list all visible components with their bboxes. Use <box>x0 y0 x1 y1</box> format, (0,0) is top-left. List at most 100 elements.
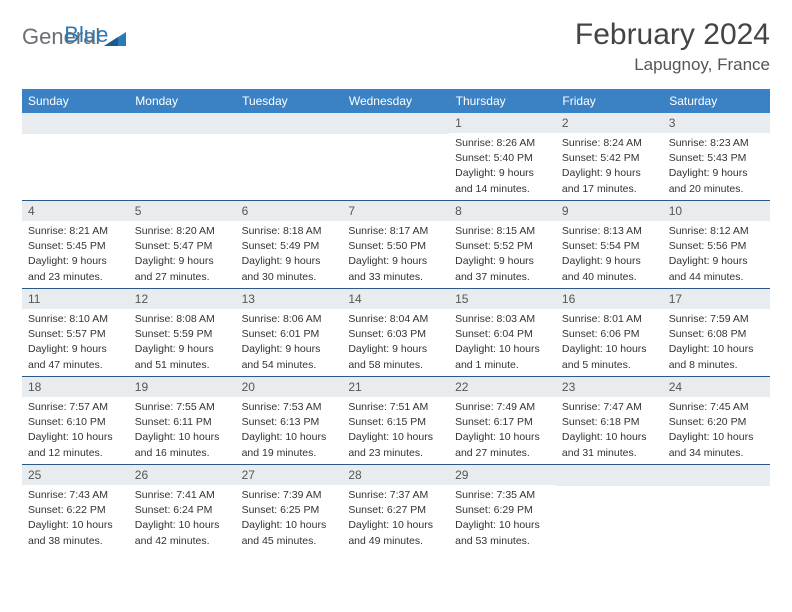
daylight-line: Daylight: 9 hours and 30 minutes. <box>242 254 337 284</box>
day-number: 21 <box>342 377 449 397</box>
sunset-line: Sunset: 5:40 PM <box>455 151 550 166</box>
sunset-line: Sunset: 6:03 PM <box>348 327 443 342</box>
daylight-line: Daylight: 10 hours and 19 minutes. <box>242 430 337 460</box>
sunset-line: Sunset: 5:47 PM <box>135 239 230 254</box>
sunrise-line: Sunrise: 7:39 AM <box>242 488 337 503</box>
calendar-day-cell <box>556 465 663 553</box>
sunrise-line: Sunrise: 7:43 AM <box>28 488 123 503</box>
calendar-day-cell: 8Sunrise: 8:15 AMSunset: 5:52 PMDaylight… <box>449 201 556 289</box>
sunrise-line: Sunrise: 7:53 AM <box>242 400 337 415</box>
sunset-line: Sunset: 6:08 PM <box>669 327 764 342</box>
weekday-header: Friday <box>556 89 663 113</box>
calendar-day-cell: 24Sunrise: 7:45 AMSunset: 6:20 PMDayligh… <box>663 377 770 465</box>
sunrise-line: Sunrise: 8:23 AM <box>669 136 764 151</box>
day-number: 17 <box>663 289 770 309</box>
sunset-line: Sunset: 6:11 PM <box>135 415 230 430</box>
day-number: 3 <box>663 113 770 133</box>
day-info: Sunrise: 7:49 AMSunset: 6:17 PMDaylight:… <box>449 397 556 464</box>
sunset-line: Sunset: 5:43 PM <box>669 151 764 166</box>
daylight-line: Daylight: 9 hours and 54 minutes. <box>242 342 337 372</box>
daylight-line: Daylight: 10 hours and 34 minutes. <box>669 430 764 460</box>
empty-day-number <box>22 113 129 134</box>
weekday-header: Tuesday <box>236 89 343 113</box>
calendar-day-cell: 29Sunrise: 7:35 AMSunset: 6:29 PMDayligh… <box>449 465 556 553</box>
sunrise-line: Sunrise: 7:37 AM <box>348 488 443 503</box>
daylight-line: Daylight: 9 hours and 20 minutes. <box>669 166 764 196</box>
day-number: 24 <box>663 377 770 397</box>
day-info: Sunrise: 7:55 AMSunset: 6:11 PMDaylight:… <box>129 397 236 464</box>
calendar-day-cell: 7Sunrise: 8:17 AMSunset: 5:50 PMDaylight… <box>342 201 449 289</box>
day-info: Sunrise: 7:57 AMSunset: 6:10 PMDaylight:… <box>22 397 129 464</box>
calendar-day-cell: 13Sunrise: 8:06 AMSunset: 6:01 PMDayligh… <box>236 289 343 377</box>
calendar-day-cell <box>342 113 449 201</box>
day-info: Sunrise: 8:15 AMSunset: 5:52 PMDaylight:… <box>449 221 556 288</box>
sunset-line: Sunset: 5:54 PM <box>562 239 657 254</box>
sunset-line: Sunset: 6:27 PM <box>348 503 443 518</box>
calendar-day-cell: 3 Sunrise: 8:23 AMSunset: 5:43 PMDaylight… <box>663 113 770 201</box>
sunrise-line: Sunrise: 7:57 AM <box>28 400 123 415</box>
sunrise-line: Sunrise: 7:55 AM <box>135 400 230 415</box>
calendar-table: SundayMondayTuesdayWednesdayThursdayFrid… <box>22 89 770 552</box>
daylight-line: Daylight: 10 hours and 42 minutes. <box>135 518 230 548</box>
day-number: 25 <box>22 465 129 485</box>
sunrise-line: Sunrise: 8:12 AM <box>669 224 764 239</box>
day-number: 16 <box>556 289 663 309</box>
calendar-week-row: 4Sunrise: 8:21 AMSunset: 5:45 PMDaylight… <box>22 201 770 289</box>
day-number: 20 <box>236 377 343 397</box>
calendar-day-cell: 16Sunrise: 8:01 AMSunset: 6:06 PMDayligh… <box>556 289 663 377</box>
sunrise-line: Sunrise: 7:35 AM <box>455 488 550 503</box>
daylight-line: Daylight: 9 hours and 33 minutes. <box>348 254 443 284</box>
sunset-line: Sunset: 6:22 PM <box>28 503 123 518</box>
day-number: 26 <box>129 465 236 485</box>
day-info: Sunrise: 7:43 AMSunset: 6:22 PMDaylight:… <box>22 485 129 552</box>
day-number: 2 <box>556 113 663 133</box>
sunrise-line: Sunrise: 7:47 AM <box>562 400 657 415</box>
daylight-line: Daylight: 10 hours and 45 minutes. <box>242 518 337 548</box>
day-number: 11 <box>22 289 129 309</box>
calendar-body: 1Sunrise: 8:26 AMSunset: 5:40 PMDaylight… <box>22 113 770 552</box>
weekday-header: Wednesday <box>342 89 449 113</box>
calendar-week-row: 25Sunrise: 7:43 AMSunset: 6:22 PMDayligh… <box>22 465 770 553</box>
sunrise-line: Sunrise: 8:13 AM <box>562 224 657 239</box>
day-info: Sunrise: 8:20 AMSunset: 5:47 PMDaylight:… <box>129 221 236 288</box>
calendar-day-cell: 21Sunrise: 7:51 AMSunset: 6:15 PMDayligh… <box>342 377 449 465</box>
day-number: 29 <box>449 465 556 485</box>
sunset-line: Sunset: 5:50 PM <box>348 239 443 254</box>
daylight-line: Daylight: 10 hours and 27 minutes. <box>455 430 550 460</box>
day-info: Sunrise: 8:17 AMSunset: 5:50 PMDaylight:… <box>342 221 449 288</box>
calendar-day-cell <box>22 113 129 201</box>
day-info: Sunrise: 8:08 AMSunset: 5:59 PMDaylight:… <box>129 309 236 376</box>
calendar-day-cell: 2Sunrise: 8:24 AMSunset: 5:42 PMDaylight… <box>556 113 663 201</box>
sunset-line: Sunset: 6:24 PM <box>135 503 230 518</box>
sunset-line: Sunset: 5:49 PM <box>242 239 337 254</box>
day-number: 10 <box>663 201 770 221</box>
day-info: Sunrise: 7:35 AMSunset: 6:29 PMDaylight:… <box>449 485 556 552</box>
sunrise-line: Sunrise: 8:01 AM <box>562 312 657 327</box>
sunrise-line: Sunrise: 8:18 AM <box>242 224 337 239</box>
day-info: Sunrise: 8:03 AMSunset: 6:04 PMDaylight:… <box>449 309 556 376</box>
sunset-line: Sunset: 6:06 PM <box>562 327 657 342</box>
day-number: 8 <box>449 201 556 221</box>
sunrise-line: Sunrise: 7:41 AM <box>135 488 230 503</box>
sunset-line: Sunset: 5:59 PM <box>135 327 230 342</box>
daylight-line: Daylight: 9 hours and 47 minutes. <box>28 342 123 372</box>
calendar-day-cell: 9Sunrise: 8:13 AMSunset: 5:54 PMDaylight… <box>556 201 663 289</box>
logo-text-blue: Blue <box>64 22 108 48</box>
daylight-line: Daylight: 10 hours and 49 minutes. <box>348 518 443 548</box>
calendar-day-cell: 28Sunrise: 7:37 AMSunset: 6:27 PMDayligh… <box>342 465 449 553</box>
sunrise-line: Sunrise: 7:59 AM <box>669 312 764 327</box>
day-info: Sunrise: 8:04 AMSunset: 6:03 PMDaylight:… <box>342 309 449 376</box>
daylight-line: Daylight: 9 hours and 14 minutes. <box>455 166 550 196</box>
day-number: 9 <box>556 201 663 221</box>
sunset-line: Sunset: 6:15 PM <box>348 415 443 430</box>
calendar-day-cell: 4Sunrise: 8:21 AMSunset: 5:45 PMDaylight… <box>22 201 129 289</box>
day-info: Sunrise: 7:39 AMSunset: 6:25 PMDaylight:… <box>236 485 343 552</box>
title-block: February 2024 Lapugnoy, France <box>575 18 770 75</box>
day-info: Sunrise: 8:24 AMSunset: 5:42 PMDaylight:… <box>556 133 663 200</box>
sunrise-line: Sunrise: 8:10 AM <box>28 312 123 327</box>
day-number: 15 <box>449 289 556 309</box>
daylight-line: Daylight: 10 hours and 16 minutes. <box>135 430 230 460</box>
sunset-line: Sunset: 5:45 PM <box>28 239 123 254</box>
sunset-line: Sunset: 6:04 PM <box>455 327 550 342</box>
day-info: Sunrise: 7:59 AMSunset: 6:08 PMDaylight:… <box>663 309 770 376</box>
